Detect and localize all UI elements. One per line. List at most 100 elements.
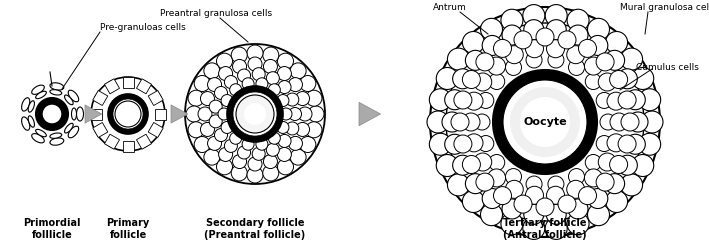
Circle shape	[520, 97, 570, 147]
Polygon shape	[171, 105, 188, 123]
Circle shape	[501, 9, 523, 31]
Circle shape	[280, 108, 292, 120]
Circle shape	[605, 50, 625, 70]
Circle shape	[230, 132, 242, 144]
Circle shape	[256, 78, 268, 90]
Polygon shape	[104, 79, 120, 94]
Circle shape	[188, 122, 204, 138]
Circle shape	[267, 72, 279, 85]
Circle shape	[194, 76, 210, 91]
Circle shape	[462, 155, 481, 173]
Circle shape	[452, 69, 473, 89]
Circle shape	[446, 23, 644, 221]
Text: Tertiary follicle
(Antral follicle): Tertiary follicle (Antral follicle)	[503, 218, 587, 240]
Circle shape	[289, 136, 303, 150]
Circle shape	[436, 154, 458, 176]
Circle shape	[218, 67, 233, 81]
Circle shape	[201, 122, 214, 136]
Circle shape	[308, 106, 324, 122]
Circle shape	[277, 94, 289, 107]
Circle shape	[641, 111, 663, 133]
Circle shape	[501, 213, 523, 235]
Circle shape	[231, 47, 247, 63]
Circle shape	[268, 84, 280, 96]
Circle shape	[566, 180, 585, 198]
Circle shape	[209, 100, 222, 113]
Circle shape	[610, 113, 628, 131]
Circle shape	[476, 173, 494, 191]
Circle shape	[605, 174, 625, 194]
Circle shape	[625, 90, 645, 110]
Circle shape	[233, 154, 247, 169]
Text: Oocyte: Oocyte	[523, 117, 566, 127]
Circle shape	[618, 135, 636, 153]
Circle shape	[462, 39, 628, 205]
Circle shape	[248, 57, 262, 71]
Text: Preantral granulosa cells: Preantral granulosa cells	[160, 10, 272, 18]
Circle shape	[216, 53, 233, 69]
Polygon shape	[91, 109, 101, 119]
Circle shape	[536, 198, 554, 216]
Circle shape	[493, 70, 597, 174]
Circle shape	[482, 188, 502, 209]
Circle shape	[600, 114, 616, 130]
Circle shape	[639, 133, 661, 155]
Circle shape	[208, 136, 221, 150]
Ellipse shape	[21, 117, 30, 130]
Circle shape	[427, 111, 449, 133]
Ellipse shape	[50, 83, 64, 90]
Circle shape	[568, 25, 588, 45]
Circle shape	[264, 154, 277, 169]
Circle shape	[306, 122, 322, 138]
Polygon shape	[148, 90, 163, 106]
Circle shape	[620, 48, 642, 70]
Circle shape	[454, 91, 472, 109]
Circle shape	[286, 122, 298, 135]
Text: Primary
follicle: Primary follicle	[106, 218, 150, 240]
Circle shape	[510, 87, 580, 157]
Circle shape	[488, 169, 506, 187]
Circle shape	[447, 48, 469, 70]
Circle shape	[625, 134, 645, 154]
Circle shape	[474, 114, 490, 130]
Circle shape	[632, 68, 654, 89]
Polygon shape	[123, 141, 133, 151]
Circle shape	[585, 154, 601, 171]
Circle shape	[447, 174, 469, 196]
Circle shape	[233, 59, 247, 73]
Ellipse shape	[32, 85, 44, 94]
Circle shape	[632, 154, 654, 176]
Circle shape	[227, 86, 283, 142]
Circle shape	[290, 63, 306, 79]
Circle shape	[289, 108, 301, 120]
Circle shape	[268, 132, 280, 144]
Circle shape	[546, 20, 566, 40]
Circle shape	[242, 78, 254, 90]
Circle shape	[462, 32, 484, 53]
Circle shape	[286, 93, 298, 106]
Circle shape	[569, 169, 584, 184]
Circle shape	[252, 68, 265, 81]
Ellipse shape	[35, 129, 46, 137]
Circle shape	[277, 121, 289, 134]
Circle shape	[605, 191, 627, 212]
Circle shape	[36, 98, 68, 130]
Polygon shape	[137, 79, 152, 94]
Circle shape	[536, 28, 554, 46]
Circle shape	[277, 147, 291, 162]
Circle shape	[478, 92, 493, 108]
Circle shape	[596, 136, 612, 151]
Polygon shape	[148, 122, 163, 138]
Circle shape	[489, 154, 505, 171]
Circle shape	[263, 165, 279, 181]
Circle shape	[115, 101, 141, 127]
Ellipse shape	[72, 108, 77, 120]
Circle shape	[548, 52, 564, 68]
Circle shape	[620, 174, 642, 196]
Circle shape	[596, 173, 614, 191]
Polygon shape	[104, 134, 120, 149]
Circle shape	[198, 107, 212, 121]
Circle shape	[462, 71, 481, 88]
Circle shape	[278, 81, 291, 93]
Circle shape	[42, 104, 62, 124]
